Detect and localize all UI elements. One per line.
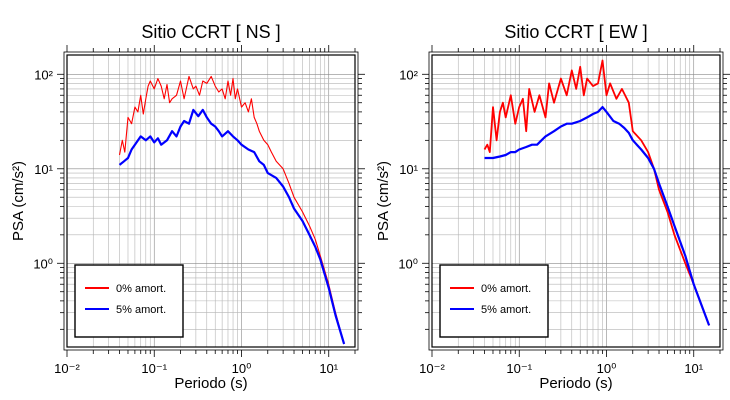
y-tick-label: 10⁰ xyxy=(33,256,53,271)
x-tick-label: 10¹ xyxy=(684,361,703,376)
series-line-blue xyxy=(118,108,346,345)
x-tick-label: 10¹ xyxy=(319,361,338,376)
x-tick-label: 10⁻¹ xyxy=(141,361,167,376)
y-tick-label: 10² xyxy=(34,67,53,82)
plot-frame-outer xyxy=(63,51,359,351)
legend-label: 5% amort. xyxy=(481,304,531,316)
series-line-blue xyxy=(484,105,711,326)
x-tick-label: 10⁻¹ xyxy=(506,361,532,376)
chart-title: Sitio CCRT [ EW ] xyxy=(504,22,647,42)
x-tick-label: 10⁻² xyxy=(54,361,80,376)
legend: 0% amort. 5% amort. xyxy=(74,264,184,338)
x-tick-label: 10⁻² xyxy=(419,361,445,376)
y-tick-label: 10¹ xyxy=(34,162,53,177)
legend-label: 0% amort. xyxy=(481,283,531,295)
grid xyxy=(66,55,356,347)
chart-title: Sitio CCRT [ NS ] xyxy=(141,22,280,42)
legend-label: 5% amort. xyxy=(116,304,166,316)
y-tick-label: 10¹ xyxy=(399,162,418,177)
plot-frame-outer xyxy=(428,51,724,351)
plot-frame xyxy=(431,54,721,348)
x-tick-label: 10⁰ xyxy=(232,361,252,376)
x-tick-label: 10⁰ xyxy=(597,361,617,376)
legend-box xyxy=(439,264,549,338)
chart-panel: 10⁻² 10⁻¹ 10⁰ 10¹ 10⁰ 10¹ 10² Sitio CCRT [ NS ]… xyxy=(10,22,365,392)
x-axis-label: Periodo (s) xyxy=(174,375,247,392)
plot-frame xyxy=(66,54,356,348)
y-axis-label: PSA (cm/s²) xyxy=(10,161,27,241)
legend-box xyxy=(74,264,184,338)
series-line-red xyxy=(118,75,345,345)
legend: 0% amort. 5% amort. xyxy=(439,264,549,338)
y-tick-label: 10⁰ xyxy=(398,256,418,271)
y-tick-label: 10² xyxy=(399,67,418,82)
chart-panel: 10⁻² 10⁻¹ 10⁰ 10¹ 10⁰ 10¹ 10² Sitio CCRT [ EW ]… xyxy=(375,22,730,392)
y-axis-label: PSA (cm/s²) xyxy=(375,161,392,241)
legend-label: 0% amort. xyxy=(116,283,166,295)
series-line-red xyxy=(483,59,710,326)
x-axis-label: Periodo (s) xyxy=(539,375,612,392)
